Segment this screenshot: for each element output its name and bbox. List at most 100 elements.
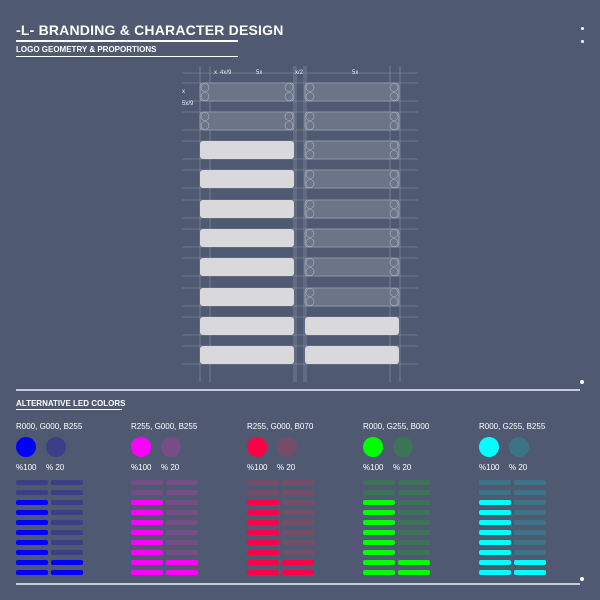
construction-circle-right-6-1 [305,267,315,276]
corner-dot-second [581,40,584,43]
construction-circle-right-1-2 [389,112,399,121]
logo-bar-left-8 [200,317,294,335]
color-swatch-dim [161,437,181,457]
led-bar-full [479,500,511,505]
led-bar-dim [282,500,314,505]
led-bar-full [131,540,163,545]
led-bar-dim [51,480,83,485]
construction-circle-right-1-3 [389,121,399,130]
led-bar-full [16,510,48,515]
led-bar-full [363,570,395,575]
construction-circle-left-0-1 [200,92,210,101]
page-title: -L- BRANDING & CHARACTER DESIGN [16,22,284,38]
led-bar-dim [166,530,198,535]
construction-circle-right-4-1 [305,209,315,218]
led-bar-full [479,540,511,545]
led-bar-dim [282,550,314,555]
logo-bar-ghost-right-6 [304,257,400,277]
led-bar-full [363,550,395,555]
led-bar-full [398,560,430,565]
construction-circle-right-3-0 [305,170,315,179]
construction-circle-right-2-3 [389,150,399,159]
led-bar-dim [398,480,430,485]
led-bar-dim [514,490,546,495]
led-bar-dim [282,490,314,495]
led-bar-dim [166,480,198,485]
logo-bar-left-3 [200,170,294,188]
led-bar-dim [398,500,430,505]
led-bar-dim [166,490,198,495]
led-bar-dim [398,540,430,545]
led-bar-full [16,530,48,535]
led-bar-dim [398,490,430,495]
construction-circle-right-6-2 [389,258,399,267]
led-bar-dim [282,510,314,515]
led-bar-full [363,520,395,525]
construction-circle-right-5-3 [389,238,399,247]
intensity-label-dim: % 20 [161,463,180,472]
logo-bar-ghost-right-2 [304,140,400,160]
intensity-label-full: %100 [131,463,152,472]
led-bar-full [479,560,511,565]
led-bar-dim [282,480,314,485]
intensity-label-dim: % 20 [393,463,412,472]
led-bar-dim [514,500,546,505]
label-5x9-side: 5x/9 [182,101,194,107]
rgb-value-label: R000, G255, B255 [479,422,546,431]
construction-circle-right-0-0 [305,83,315,92]
led-color-column: R000, G000, B255 %100 % 20 [16,420,126,580]
led-bar-full [16,540,48,545]
led-bar-full [479,550,511,555]
led-color-column: R000, G255, B000 %100 % 20 [363,420,473,580]
label-4x9: 4x/9 [220,70,232,76]
construction-circle-right-3-1 [305,179,315,188]
construction-circle-right-7-3 [389,297,399,306]
led-bar-dim [479,490,511,495]
led-bar-dim [398,530,430,535]
divider-dot-top [580,380,584,384]
logo-bar-ghost-right-1 [304,111,400,131]
led-bar-dim [282,540,314,545]
logo-bar-left-5 [200,229,294,247]
logo-bar-left-6 [200,258,294,276]
led-bar-full [363,560,395,565]
led-bar-full [398,570,430,575]
construction-circle-left-1-3 [284,121,294,130]
led-bar-full [131,530,163,535]
led-bar-dim [514,550,546,555]
construction-circle-right-1-1 [305,121,315,130]
color-swatch-full [363,437,383,457]
construction-circle-right-2-1 [305,150,315,159]
led-bar-dim [479,480,511,485]
led-bar-dim [514,520,546,525]
construction-circle-right-6-3 [389,267,399,276]
divider-dot-bottom [580,577,584,581]
led-bar-dim [282,520,314,525]
led-bar-full [479,520,511,525]
logo-geometry-diagram: x 4x/9 5x x/2 5x x 5x/9 [182,66,418,382]
logo-bar-ghost-right-5 [304,228,400,248]
construction-circle-right-4-3 [389,209,399,218]
led-bar-dim [131,490,163,495]
construction-circle-left-1-0 [200,112,210,121]
led-bar-dim [51,500,83,505]
logo-bar-right-8 [305,317,399,335]
led-bar-dim [398,550,430,555]
subtitle-underline [16,56,238,57]
construction-circle-right-2-2 [389,141,399,150]
intensity-label-full: %100 [247,463,268,472]
color-swatch-full [16,437,36,457]
led-bar-full [247,550,279,555]
construction-circle-left-1-2 [284,112,294,121]
led-bar-full [479,570,511,575]
construction-circle-right-0-1 [305,92,315,101]
geometry-grid [182,66,418,382]
label-x-side: x [182,89,185,95]
led-bar-dim [514,530,546,535]
led-bar-full [131,550,163,555]
intensity-label-dim: % 20 [46,463,65,472]
construction-circle-right-4-2 [389,200,399,209]
led-bar-dim [398,520,430,525]
led-bar-dim [363,480,395,485]
intensity-label-full: %100 [363,463,384,472]
